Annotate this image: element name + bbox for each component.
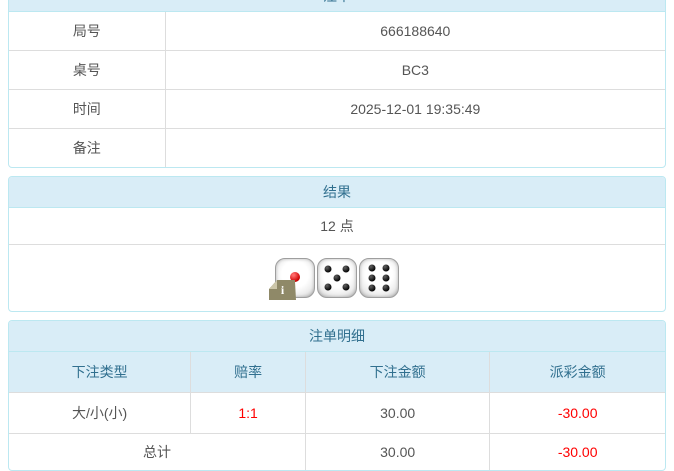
broken-image-info-icon: i — [269, 280, 296, 300]
panel-bet-details-title: 注单明细 — [9, 321, 665, 352]
time-value: 2025-12-01 19:35:49 — [164, 89, 665, 129]
bet-details-table: 下注类型 赔率 下注金额 派彩金额 大/小(小) 1:1 30.00 -30.0… — [9, 352, 665, 470]
die-pip — [342, 283, 350, 291]
die-5-icon — [317, 258, 357, 298]
die-pip — [382, 284, 390, 292]
round-number-value: 666188640 — [164, 12, 665, 51]
die-pip — [333, 274, 341, 282]
die-pip — [368, 264, 376, 272]
dice-row: i — [9, 245, 665, 311]
col-bet-type: 下注类型 — [9, 352, 192, 393]
table-total-row: 总计 30.00 -30.00 — [9, 433, 665, 470]
odds-value: 1:1 — [190, 392, 306, 434]
die-pip — [342, 265, 350, 273]
col-bet-amount: 下注金额 — [304, 352, 491, 393]
panel-bet-info-title: 注单 — [9, 0, 665, 12]
total-label: 总计 — [9, 433, 306, 470]
table-number-value: BC3 — [164, 50, 665, 90]
die-pip — [324, 283, 332, 291]
bet-info-table: 局号 666188640 桌号 BC3 时间 2025-12-01 19:35:… — [9, 12, 665, 167]
col-odds: 赔率 — [190, 352, 306, 393]
table-row: 备注 — [9, 128, 665, 167]
panel-bet-info: 注单 局号 666188640 桌号 BC3 时间 2025-12-01 19:… — [8, 0, 666, 168]
panel-bet-details: 注单明细 下注类型 赔率 下注金额 派彩金额 大/小(小) 1:1 30.00 … — [8, 320, 666, 471]
bet-amount-value: 30.00 — [304, 392, 491, 434]
die-1-icon: i — [269, 258, 315, 300]
die-pip — [382, 264, 390, 272]
folded-corner — [269, 280, 277, 289]
panel-result-title: 结果 — [9, 177, 665, 208]
time-label: 时间 — [9, 89, 166, 129]
total-payout: -30.00 — [489, 433, 665, 470]
die-pip — [368, 284, 376, 292]
bet-type-value: 大/小(小) — [9, 392, 192, 434]
remark-label: 备注 — [9, 128, 166, 167]
table-row: 局号 666188640 — [9, 12, 665, 51]
die-pip — [368, 274, 376, 282]
total-bet-amount: 30.00 — [304, 433, 491, 470]
table-number-label: 桌号 — [9, 50, 166, 90]
die-pip — [324, 265, 332, 273]
panel-result: 结果 12 点 i — [8, 176, 666, 312]
die-pip — [382, 274, 390, 282]
remark-value — [164, 128, 665, 167]
payout-value: -30.00 — [489, 392, 665, 434]
result-points: 12 点 — [9, 208, 665, 245]
table-header-row: 下注类型 赔率 下注金额 派彩金额 — [9, 352, 665, 393]
table-row: 时间 2025-12-01 19:35:49 — [9, 89, 665, 129]
round-number-label: 局号 — [9, 12, 166, 51]
col-payout-amount: 派彩金额 — [489, 352, 665, 393]
die-pip — [290, 272, 300, 283]
die-6-icon — [359, 258, 399, 298]
table-row: 桌号 BC3 — [9, 50, 665, 90]
table-row: 大/小(小) 1:1 30.00 -30.00 — [9, 392, 665, 434]
